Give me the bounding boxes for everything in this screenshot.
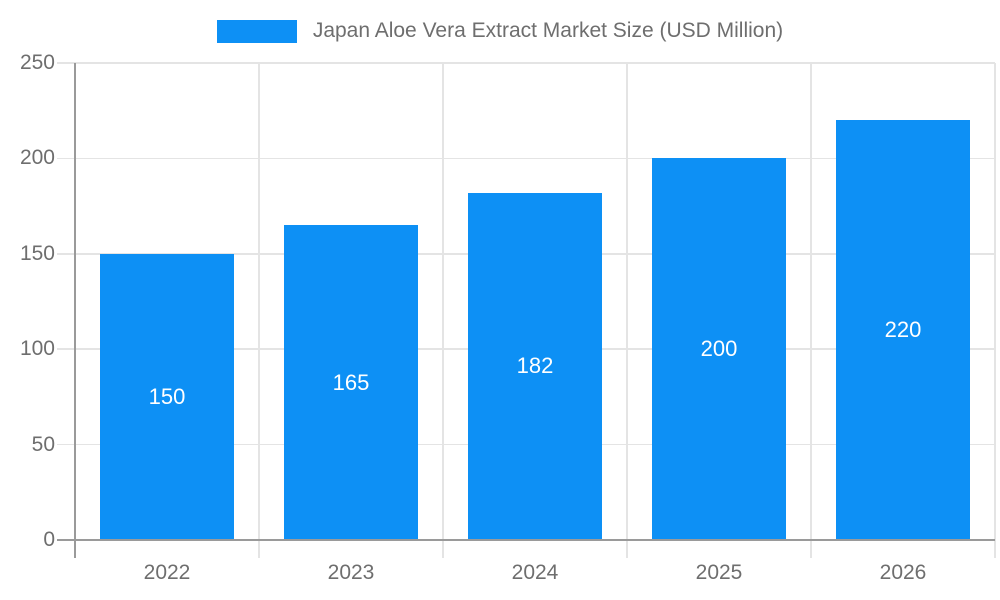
bar-value-label: 150	[148, 383, 186, 409]
bar-2025[interactable]: 200	[652, 158, 786, 540]
gridline-v-3	[626, 63, 628, 558]
y-tick-250	[57, 62, 75, 64]
legend: Japan Aloe Vera Extract Market Size (USD…	[0, 19, 1000, 43]
bar-value-label: 220	[884, 317, 922, 343]
legend-swatch	[216, 19, 297, 43]
bar-value-label: 200	[700, 336, 738, 362]
bar-value-label: 165	[332, 369, 370, 395]
gridline-v-4	[810, 63, 812, 558]
bar-value-label: 182	[516, 353, 554, 379]
gridline-v-5	[994, 63, 996, 558]
y-axis-label-0: 0	[43, 528, 55, 551]
gridline-h-250	[75, 62, 995, 64]
y-tick-50	[57, 443, 75, 446]
x-axis-label-2026: 2026	[879, 561, 927, 584]
x-axis-label-2023: 2023	[327, 561, 375, 584]
y-axis-label-50: 50	[31, 432, 55, 456]
y-axis-label-250: 250	[19, 51, 55, 74]
y-tick-200	[57, 157, 75, 160]
bar-2022[interactable]: 150	[100, 253, 234, 540]
bar-2026[interactable]: 220	[836, 120, 970, 540]
legend-label: Japan Aloe Vera Extract Market Size (USD…	[312, 19, 784, 42]
y-axis-line	[74, 63, 76, 558]
x-axis-line	[57, 539, 995, 541]
bar-2023[interactable]: 165	[284, 225, 418, 540]
y-axis-label-150: 150	[19, 241, 55, 265]
x-axis-label-2022: 2022	[143, 561, 191, 584]
gridline-v-2	[442, 63, 444, 558]
y-tick-100	[57, 348, 75, 350]
y-tick-150	[57, 253, 75, 255]
bar-2024[interactable]: 182	[468, 192, 602, 540]
gridline-v-1	[258, 63, 260, 558]
y-axis-label-100: 100	[19, 337, 55, 361]
y-axis-label-200: 200	[19, 146, 55, 170]
gridline-h-200	[75, 157, 995, 160]
x-axis-label-2024: 2024	[511, 561, 559, 584]
x-axis-label-2025: 2025	[695, 561, 743, 584]
